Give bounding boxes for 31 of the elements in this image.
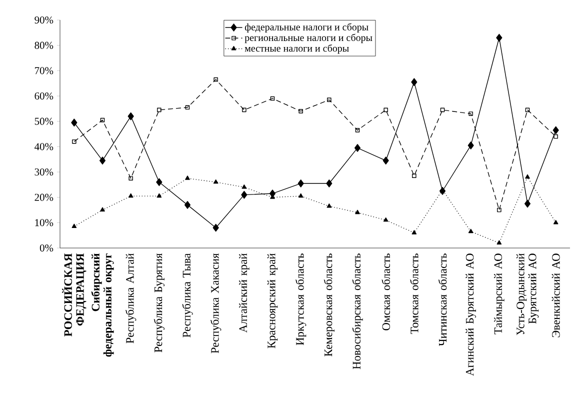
y-tick-label: 40% <box>34 143 54 150</box>
x-tick-label: Сибирский федеральный округ <box>91 253 114 357</box>
x-tick-label: Агинский Бурятский АО <box>466 254 476 376</box>
y-tick-label: 20% <box>34 194 54 201</box>
x-tick-label: Омская область <box>382 254 390 330</box>
x-tick-label: Алтайский край <box>239 253 250 333</box>
x-tick-label: Эвенкийский АО <box>552 254 560 338</box>
x-tick-label: Республика Бурятия <box>154 253 164 352</box>
y-tick-label: 60% <box>34 92 54 100</box>
x-tick-label: Республика Тыва <box>182 253 193 338</box>
x-tick-label: Усть-Ордынский Бурятский АО <box>516 253 539 336</box>
y-tick-label: 0% <box>40 244 54 252</box>
x-tick-label: Таймырский АО <box>494 254 504 334</box>
legend-label: местные налоги и сборы <box>244 44 349 54</box>
x-tick-label: РОССИЙСКАЯ ФЕДЕРАЦИЯ <box>62 253 86 336</box>
y-tick-label: 80% <box>34 42 54 49</box>
y-tick-label: 70% <box>35 67 54 74</box>
x-tick-label: Читинская область <box>438 254 447 346</box>
x-tick-label: Кемеровская область <box>324 254 334 356</box>
legend-label: федеральные налоги и сборы <box>244 23 368 32</box>
x-tick-label: Республика Алтай <box>125 253 136 344</box>
x-tick-label: Новосибирская область <box>352 254 363 370</box>
y-tick-label: 10% <box>35 219 54 226</box>
x-tick-label: Томская область <box>410 254 418 334</box>
x-tick-label: Красноярский край <box>267 253 278 348</box>
y-tick-label: 50% <box>34 118 54 125</box>
legend-label: региональные налоги и сборы <box>244 34 372 44</box>
x-tick-label: Республика Хакасия <box>210 253 222 354</box>
x-tick-label: Иркутская область <box>295 254 306 346</box>
y-tick-label: 90% <box>34 16 54 24</box>
y-tick-label: 30% <box>34 168 54 176</box>
